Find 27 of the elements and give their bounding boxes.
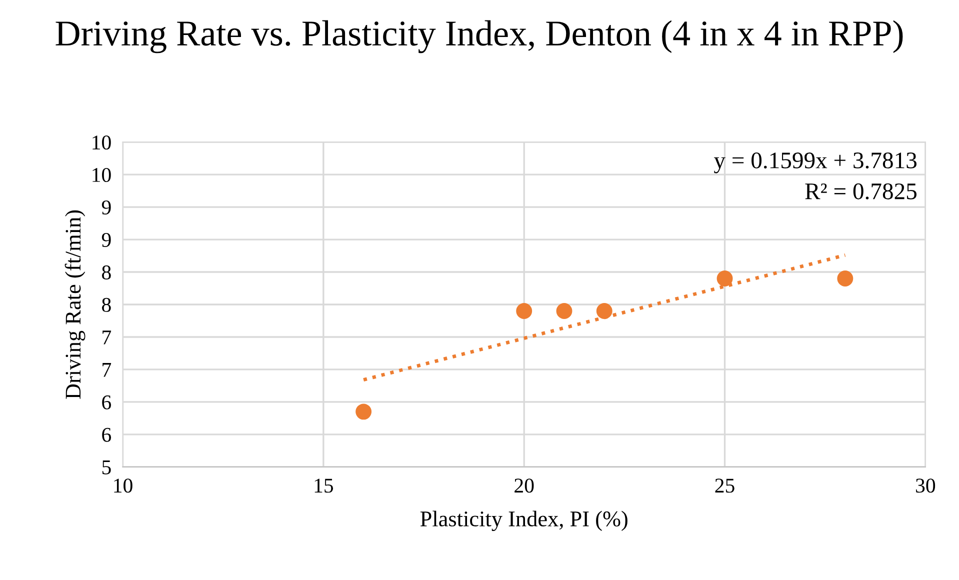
y-axis-title: Driving Rate (ft/min) <box>64 210 86 399</box>
y-tick-label: 8 <box>102 265 111 280</box>
point <box>556 303 572 319</box>
y-tick-label: 5 <box>102 460 111 474</box>
y-tick-label: 9 <box>102 232 111 247</box>
point <box>596 303 612 319</box>
x-tick-label: 30 <box>916 478 936 493</box>
y-tick-label: 6 <box>102 395 112 410</box>
chart-title: Driving Rate vs. Plasticity Index, Denton (4 in x 4 in RPP) <box>56 20 903 54</box>
point <box>516 303 532 319</box>
y-tick-label: 9 <box>102 200 111 214</box>
x-tick-label: 10 <box>114 478 132 493</box>
x-tick-label: 15 <box>314 478 334 493</box>
y-tick-label: 7 <box>102 330 112 344</box>
y-tick-label: 10 <box>92 135 111 150</box>
y-tick-label: 10 <box>92 168 111 182</box>
annotation: R² = 0.7825 <box>805 183 916 200</box>
point <box>356 404 372 420</box>
annotation: y = 0.1599x + 3.7813 <box>714 152 916 174</box>
x-tick-label: 25 <box>715 478 734 493</box>
y-tick-label: 8 <box>102 298 111 312</box>
x-tick-label: 20 <box>514 478 534 493</box>
y-tick-label: 6 <box>102 428 112 442</box>
point <box>837 270 854 286</box>
point <box>716 270 733 286</box>
y-tick-label: 7 <box>102 363 112 377</box>
x-axis-title: Plasticity Index, PI (%) <box>420 510 628 532</box>
